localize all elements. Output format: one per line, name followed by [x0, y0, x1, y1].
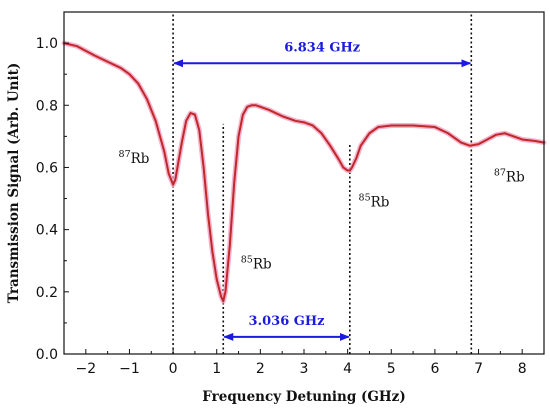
- x-tick-label: 4: [343, 361, 352, 377]
- x-tick-label: 0: [169, 361, 178, 377]
- isotope-label: 87Rb: [119, 149, 150, 167]
- y-axis-title: Transmission Signal (Arb. Unit): [6, 63, 22, 303]
- series-line: [63, 42, 545, 303]
- x-tick-label: 2: [256, 361, 265, 377]
- isotope-symbol: Rb: [506, 169, 525, 185]
- y-tick-label: 1.0: [36, 36, 58, 52]
- spacing-label: 3.036 GHz: [249, 314, 325, 329]
- x-tick-label: 1: [212, 361, 221, 377]
- y-tick-label: 0.2: [36, 285, 58, 301]
- isotope-mass-number: 87: [119, 149, 131, 160]
- isotope-symbol: Rb: [253, 257, 272, 273]
- x-tick-label: −1: [119, 361, 140, 377]
- x-axis-title: Frequency Detuning (GHz): [202, 389, 405, 405]
- x-tick-label: 7: [474, 361, 483, 377]
- x-tick-label: 8: [518, 361, 527, 377]
- isotope-label: 87Rb: [494, 167, 525, 185]
- isotope-symbol: Rb: [371, 194, 390, 210]
- y-tick-label: 0.0: [36, 347, 58, 363]
- x-tick-label: 6: [430, 361, 439, 377]
- isotope-mass-number: 85: [359, 192, 371, 203]
- x-tick-label: 3: [300, 361, 309, 377]
- isotope-label: 85Rb: [359, 192, 390, 210]
- isotope-symbol: Rb: [131, 151, 150, 167]
- x-tick-label: −2: [75, 361, 96, 377]
- y-tick-label: 0.6: [36, 160, 58, 176]
- isotope-label: 85Rb: [241, 255, 272, 273]
- spacing-label: 6.834 GHz: [284, 40, 360, 55]
- x-tick-label: 5: [387, 361, 396, 377]
- y-tick-label: 0.8: [36, 98, 58, 114]
- isotope-mass-number: 87: [494, 167, 506, 178]
- y-tick-label: 0.4: [36, 223, 58, 239]
- axis-ticks: −2 −1 0 1 2 3 4 5 6 7 8 0.0 0.2 0.4 0.6 0.8 1.0: [36, 11, 545, 377]
- isotope-mass-number: 85: [241, 255, 253, 266]
